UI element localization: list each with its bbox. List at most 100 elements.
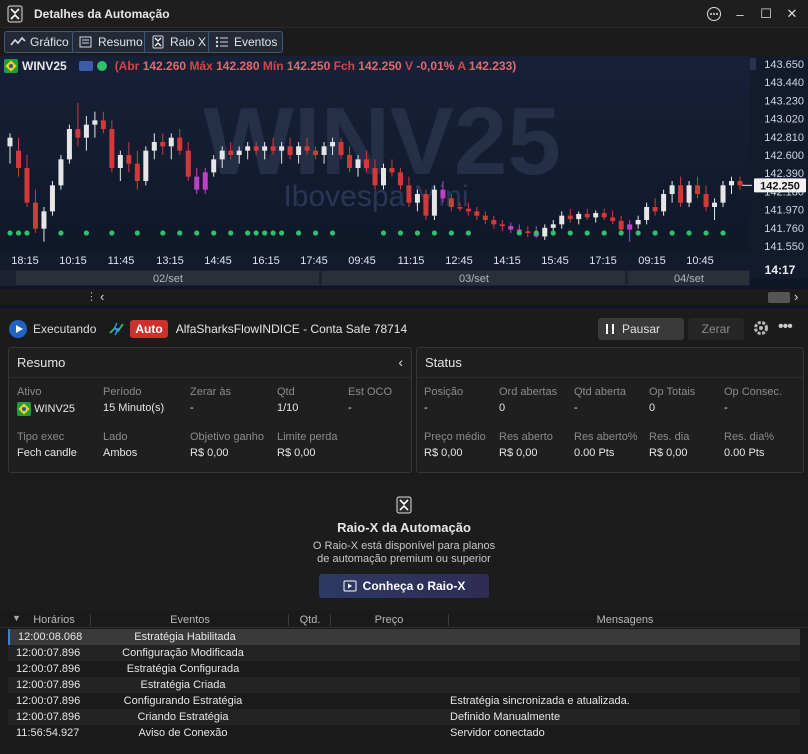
candle-body[interactable] <box>559 215 565 225</box>
candle-body[interactable] <box>542 227 548 237</box>
table-row[interactable]: 12:00:07.896 Configuração Modificada <box>8 645 800 661</box>
candle-body[interactable] <box>287 146 293 155</box>
candle-body[interactable] <box>380 168 386 186</box>
candle-body[interactable] <box>448 198 454 207</box>
scroll-right-icon[interactable]: › <box>794 289 799 304</box>
candle-body[interactable] <box>83 124 89 138</box>
candle-body[interactable] <box>618 220 624 230</box>
candle-body[interactable] <box>499 224 505 227</box>
candle-body[interactable] <box>228 150 234 155</box>
candle-body[interactable] <box>279 146 285 151</box>
candle-body[interactable] <box>644 207 650 220</box>
candle-body[interactable] <box>491 220 497 225</box>
candle-body[interactable] <box>313 150 319 155</box>
candle-body[interactable] <box>686 185 692 203</box>
candle-body[interactable] <box>584 213 590 218</box>
candle-body[interactable] <box>482 215 488 220</box>
candle-body[interactable] <box>610 217 616 221</box>
col-eventos[interactable]: Eventos <box>170 614 210 626</box>
pause-button[interactable]: Pausar <box>598 318 684 340</box>
candle-body[interactable] <box>185 150 191 177</box>
candle-body[interactable] <box>321 146 327 155</box>
candle-body[interactable] <box>397 172 403 186</box>
maximize-icon[interactable]: ☐ <box>760 6 772 21</box>
candle-body[interactable] <box>202 172 208 190</box>
tab-eventos[interactable]: Eventos <box>208 31 284 53</box>
candle-body[interactable] <box>24 168 30 203</box>
candle-body[interactable] <box>695 185 701 194</box>
candle-body[interactable] <box>270 146 276 151</box>
candle-body[interactable] <box>355 159 361 168</box>
candle-body[interactable] <box>160 142 166 147</box>
col-preco[interactable]: Preço <box>374 614 404 626</box>
tab-raio-x[interactable]: Raio X <box>144 31 213 53</box>
candle-body[interactable] <box>134 163 140 181</box>
table-row[interactable]: 11:56:54.927 Aviso de Conexão Servidor c… <box>8 725 800 741</box>
candle-body[interactable] <box>712 202 718 207</box>
candle-body[interactable] <box>465 208 471 212</box>
table-row[interactable]: 12:00:08.068 Estratégia Habilitada <box>8 629 800 645</box>
scroll-left-icon[interactable]: ‹ <box>100 289 105 304</box>
collapse-chevron-icon[interactable]: ‹ <box>398 354 403 370</box>
candle-body[interactable] <box>100 120 106 129</box>
candle-body[interactable] <box>635 220 641 225</box>
candle-body[interactable] <box>338 142 344 155</box>
candle-body[interactable] <box>143 150 149 181</box>
candle-body[interactable] <box>253 146 259 151</box>
candle-body[interactable] <box>567 215 573 220</box>
col-horarios[interactable]: Horários <box>33 614 75 626</box>
candle-body[interactable] <box>66 129 72 160</box>
minimize-icon[interactable]: – <box>736 6 744 22</box>
candle-body[interactable] <box>49 185 55 212</box>
candle-body[interactable] <box>703 194 709 207</box>
candle-body[interactable] <box>406 185 412 203</box>
candle-body[interactable] <box>678 185 684 203</box>
scrollbar-thumb[interactable] <box>768 292 790 303</box>
table-row[interactable]: 12:00:07.896 Estratégia Configurada <box>8 661 800 677</box>
tab-resumo[interactable]: Resumo <box>72 31 149 53</box>
candle-body[interactable] <box>661 194 667 212</box>
conheca-raio-x-button[interactable]: Conheça o Raio-X <box>319 574 489 598</box>
candle-body[interactable] <box>474 211 480 216</box>
candle-body[interactable] <box>525 231 531 233</box>
candle-body[interactable] <box>211 159 217 173</box>
candle-body[interactable] <box>431 189 437 216</box>
price-chart[interactable]: WINV25 Ibovespa Mini 143.650 143.440 143.2… <box>0 56 808 308</box>
reset-button[interactable]: Zerar <box>688 318 744 340</box>
more-horizontal-icon[interactable]: ••• <box>778 318 793 335</box>
settings-gear-icon[interactable] <box>752 319 770 340</box>
candle-body[interactable] <box>168 137 174 147</box>
candle-body[interactable] <box>550 224 556 228</box>
candle-body[interactable] <box>347 155 353 168</box>
col-qtd[interactable]: Qtd. <box>299 614 321 626</box>
candle-body[interactable] <box>364 159 370 168</box>
candle-body[interactable] <box>601 213 607 218</box>
close-icon[interactable]: ✕ <box>786 6 798 21</box>
candle-body[interactable] <box>15 150 21 168</box>
candle-body[interactable] <box>423 194 429 216</box>
candle-body[interactable] <box>126 155 132 164</box>
candle-body[interactable] <box>440 189 446 199</box>
candle-body[interactable] <box>593 213 599 218</box>
candle-body[interactable] <box>720 185 726 203</box>
table-row[interactable]: 12:00:07.896 Criando Estratégia Definido… <box>8 709 800 725</box>
candle-body[interactable] <box>296 146 302 155</box>
candle-body[interactable] <box>32 202 38 229</box>
candle-body[interactable] <box>219 150 225 160</box>
candle-body[interactable] <box>737 181 743 186</box>
candle-body[interactable] <box>245 146 251 151</box>
candle-body[interactable] <box>372 168 378 186</box>
more-options-icon[interactable] <box>704 4 724 24</box>
candle-body[interactable] <box>109 129 115 168</box>
table-row[interactable]: 12:00:07.896 Configurando Estratégia Est… <box>8 693 800 709</box>
candle-body[interactable] <box>117 155 123 168</box>
chart-scroll-strip[interactable]: ⋮ ‹ › <box>0 289 808 305</box>
candle-body[interactable] <box>7 137 13 147</box>
candlestick-chart[interactable]: WINV25 Ibovespa Mini 143.650 143.440 143.2… <box>0 56 808 308</box>
candle-body[interactable] <box>457 207 463 209</box>
candle-body[interactable] <box>41 211 47 229</box>
tab-grafico[interactable]: Gráfico <box>4 31 75 53</box>
col-mensagens[interactable]: Mensagens <box>596 614 654 626</box>
candle-body[interactable] <box>627 224 633 230</box>
drag-handle-icon[interactable]: ⋮ <box>86 291 97 303</box>
